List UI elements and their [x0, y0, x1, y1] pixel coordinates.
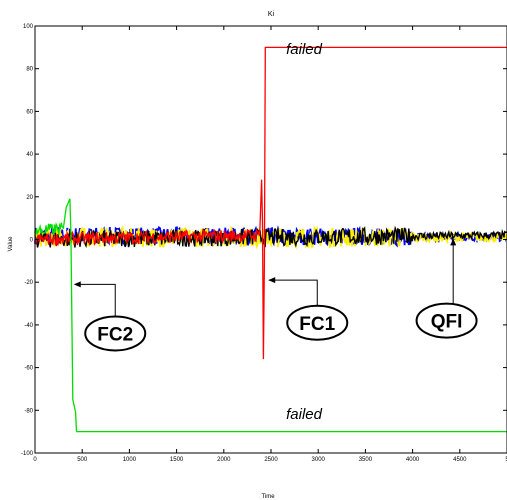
x-tick-label: 1500	[170, 457, 184, 463]
callout-qfi: QFI	[415, 238, 478, 339]
y-tick-label: -20	[24, 280, 33, 286]
y-tick-label: -80	[24, 408, 33, 414]
callout-label: QFI	[431, 312, 463, 333]
callout-arrowhead	[268, 277, 276, 284]
x-tick-label: 3000	[312, 457, 326, 463]
callout-arrowhead	[450, 238, 457, 246]
x-tick-label: 4500	[453, 457, 467, 463]
x-axis-label: Time	[261, 494, 275, 500]
y-tick-label: 0	[30, 238, 34, 244]
callout-arrow	[74, 283, 116, 317]
callout-arrow	[269, 279, 318, 306]
y-axis-label: Value	[8, 236, 14, 252]
x-tick-label: 500	[77, 457, 88, 463]
x-tick-label: 2500	[264, 457, 278, 463]
failed-annotation: failed	[286, 406, 323, 423]
callout-ellipse	[415, 302, 478, 339]
x-tick-label: 2000	[217, 457, 231, 463]
x-tick-label: 1000	[123, 457, 137, 463]
y-tick-label: 100	[23, 24, 34, 30]
x-tick-label: 4000	[406, 457, 420, 463]
callout-fc1: FC1	[268, 277, 349, 341]
annotation-layer: failed failed FC2 FC1 QFI	[73, 41, 478, 423]
x-tick-label: 5	[505, 457, 507, 463]
callout-arrowhead	[73, 281, 81, 288]
x-tick-label: 0	[33, 457, 37, 463]
x-tick-label: 3500	[359, 457, 373, 463]
y-tick-label: -40	[24, 323, 33, 329]
failed-annotation: failed	[286, 41, 323, 58]
chart-title: Ki	[268, 11, 275, 18]
callout-fc2: FC2	[73, 281, 147, 352]
callout-label: FC1	[299, 314, 335, 335]
callout-label: FC2	[97, 324, 133, 345]
series-line	[34, 198, 507, 433]
series-line	[34, 46, 507, 360]
y-tick-label: 40	[26, 152, 33, 158]
y-tick-label: 80	[26, 67, 33, 73]
y-tick-label: 20	[26, 195, 33, 201]
ticks-layer: 0500100015002000250030003500400045005-10…	[21, 24, 507, 463]
y-tick-label: 60	[26, 109, 33, 115]
y-tick-label: -100	[21, 451, 34, 457]
y-tick-label: -60	[24, 366, 33, 372]
series-layer	[34, 46, 507, 433]
